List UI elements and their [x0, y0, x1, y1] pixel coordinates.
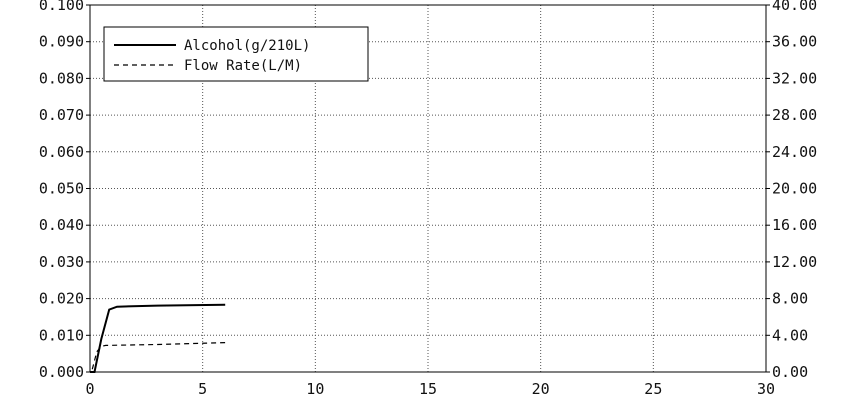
y-tick-label: 0.080 — [39, 69, 84, 87]
x-tick-label: 5 — [198, 380, 207, 398]
y-tick-label: 0.010 — [39, 326, 84, 344]
y-tick-label: 0.100 — [39, 0, 84, 14]
x-axis-ticks: 0 5 10 15 20 25 30 — [85, 380, 775, 398]
y-tick-label: 0.070 — [39, 106, 84, 124]
alcohol-line — [90, 303, 226, 373]
y2-tick-label: 4.00 — [772, 326, 808, 344]
x-tick-label: 25 — [644, 380, 662, 398]
y2-tick-label: 0.00 — [772, 363, 808, 381]
series-layer — [90, 303, 226, 373]
grid-lines — [90, 5, 766, 372]
y-tick-label: 0.060 — [39, 143, 84, 161]
y-axis-ticks: 0.000 0.010 0.020 0.030 0.040 0.050 0.060 0.070… — [39, 0, 90, 381]
y2-tick-label: 8.00 — [772, 290, 808, 308]
x-tick-label: 20 — [532, 380, 550, 398]
y2-tick-label: 32.00 — [772, 69, 817, 87]
flow-rate-line — [91, 342, 226, 370]
legend-box — [103, 26, 369, 82]
x-tick-label: 0 — [85, 380, 94, 398]
y2-axis-ticks: 0.00 4.00 8.00 12.00 16.00 20.00 24.00 28.00 32.… — [766, 0, 817, 381]
x-tick-label: 30 — [757, 380, 775, 398]
y2-tick-label: 40.00 — [772, 0, 817, 14]
y2-tick-label: 20.00 — [772, 180, 817, 198]
y-tick-label: 0.020 — [39, 290, 84, 308]
x-tick-label: 15 — [419, 380, 437, 398]
x-tick-label: 10 — [306, 380, 324, 398]
y-tick-label: 0.030 — [39, 253, 84, 271]
y-tick-label: 0.000 — [39, 363, 84, 381]
y2-tick-label: 28.00 — [772, 106, 817, 124]
legend: Alcohol(g/210L) Flow Rate(L/M) — [103, 26, 369, 82]
y2-tick-label: 36.00 — [772, 33, 817, 51]
y2-tick-label: 24.00 — [772, 143, 817, 161]
legend-label: Alcohol(g/210L) — [184, 38, 310, 54]
y-tick-label: 0.050 — [39, 180, 84, 198]
y2-tick-label: 12.00 — [772, 253, 817, 271]
legend-label: Flow Rate(L/M) — [184, 58, 302, 74]
y-tick-label: 0.090 — [39, 33, 84, 51]
y2-tick-label: 16.00 — [772, 216, 817, 234]
y-tick-label: 0.040 — [39, 216, 84, 234]
